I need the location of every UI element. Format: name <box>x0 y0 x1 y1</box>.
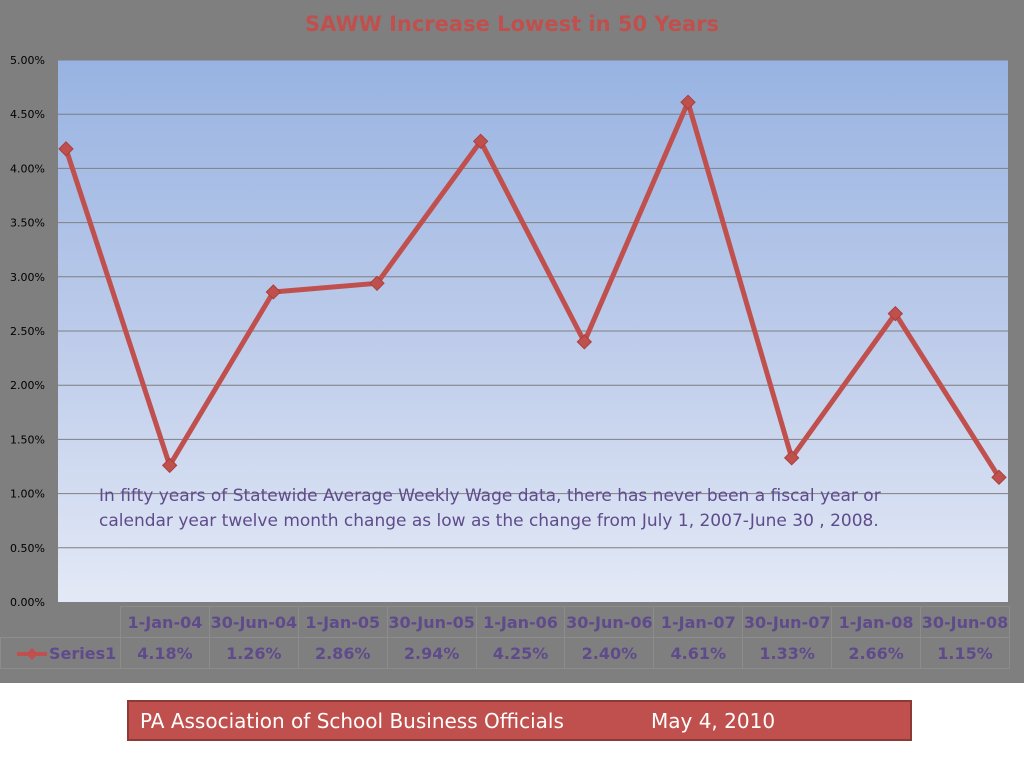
data-label: 2.66% <box>831 637 922 669</box>
y-tick-label: 4.00% <box>10 162 45 175</box>
x-tick-label: 30-Jun-05 <box>386 606 477 638</box>
footer-date: May 4, 2010 <box>651 709 776 733</box>
value-row: Series1 4.18% 1.26% 2.86% 2.94% 4.25% 2.40% 4.… <box>0 637 1010 669</box>
chart-annotation: In fifty years of Statewide Average Week… <box>99 486 881 531</box>
data-point-marker <box>58 141 74 157</box>
y-axis-ticks: 0.00% 0.50% 1.00% 1.50% 2.00% 2.50% 3.00% 3.50%… <box>10 54 45 609</box>
series-legend-cell: Series1 <box>0 637 121 669</box>
x-tick-label: 1-Jan-07 <box>653 606 744 638</box>
data-point-marker <box>265 284 282 300</box>
data-label: 4.25% <box>475 637 566 669</box>
x-tick-label: 30-Jun-07 <box>742 606 833 638</box>
series-line <box>63 99 1002 479</box>
series-line-layer <box>63 99 1002 479</box>
data-point-marker <box>680 94 696 110</box>
y-tick-label: 3.00% <box>10 271 45 284</box>
x-tick-label: 1-Jan-08 <box>831 606 922 638</box>
data-point-marker <box>887 305 904 322</box>
line-chart: 0.00% 0.50% 1.00% 1.50% 2.00% 2.50% 3.00% 3.50%… <box>10 54 1008 609</box>
x-tick-label: 1-Jan-04 <box>120 606 210 638</box>
y-tick-label: 4.50% <box>10 108 45 121</box>
y-tick-label: 5.00% <box>10 54 45 67</box>
series-markers <box>58 94 1007 486</box>
chart-title: SAWW Increase Lowest in 50 Years <box>305 12 719 36</box>
series-legend-key-icon <box>17 648 47 660</box>
table-corner <box>0 606 121 638</box>
data-label: 4.18% <box>120 637 210 669</box>
y-tick-label: 1.00% <box>10 488 45 501</box>
y-tick-label: 3.50% <box>10 217 45 230</box>
data-point-marker <box>783 450 800 466</box>
x-tick-label: 30-Jun-08 <box>920 606 1010 638</box>
y-tick-label: 1.50% <box>10 433 45 446</box>
series-name: Series1 <box>49 643 117 663</box>
x-tick-label: 30-Jun-06 <box>564 606 655 638</box>
data-label: 1.15% <box>920 637 1010 669</box>
y-tick-label: 2.50% <box>10 325 45 338</box>
data-label: 4.61% <box>653 637 744 669</box>
data-label: 1.33% <box>742 637 833 669</box>
data-label: 1.26% <box>208 637 299 669</box>
footer-bar: PA Association of School Business Offici… <box>127 700 912 741</box>
category-row: 1-Jan-04 30-Jun-04 1-Jan-05 30-Jun-05 1-Jan-… <box>0 606 1010 638</box>
gridlines <box>58 59 1008 549</box>
x-tick-label: 1-Jan-06 <box>475 606 566 638</box>
y-tick-label: 2.00% <box>10 379 45 392</box>
footer-organization: PA Association of School Business Offici… <box>140 709 564 733</box>
data-label: 2.94% <box>386 637 477 669</box>
data-point-marker <box>161 457 178 474</box>
y-tick-label: 0.00% <box>10 596 45 609</box>
data-point-marker <box>369 275 385 292</box>
data-label: 2.86% <box>297 637 388 669</box>
x-tick-label: 1-Jan-05 <box>297 606 388 638</box>
data-label: 2.40% <box>564 637 655 669</box>
data-point-marker <box>472 133 489 150</box>
x-tick-label: 30-Jun-04 <box>208 606 299 638</box>
data-table: 1-Jan-04 30-Jun-04 1-Jan-05 30-Jun-05 1-Jan-… <box>0 606 1010 669</box>
y-tick-label: 0.50% <box>10 542 45 555</box>
data-point-marker <box>991 469 1007 486</box>
data-point-marker <box>576 334 593 350</box>
